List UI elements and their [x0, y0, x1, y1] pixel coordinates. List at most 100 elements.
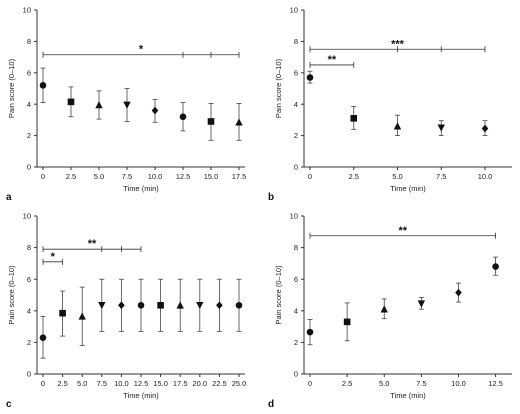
triangle-down-marker: [123, 101, 131, 109]
y-tick-label: 8: [294, 243, 298, 252]
significance-bracket: [42, 258, 63, 265]
y-tick-label: 4: [27, 306, 31, 315]
data-point: [39, 315, 47, 359]
triangle-up-marker: [380, 305, 388, 313]
x-tick-label: 10.0: [478, 172, 493, 181]
x-tick-label: 7.5: [416, 379, 426, 388]
data-point: [78, 286, 86, 346]
data-point: [216, 278, 223, 332]
data-point: [492, 256, 499, 276]
x-tick-label: 17.5: [232, 172, 247, 181]
data-point: [350, 106, 358, 130]
panel-c: 0 2 4 6 8 10 0 2.5 5.0 7.5 10.0 12.5 15.0 17.5 20.0 22.…: [6, 212, 246, 410]
y-axis-label: Pain score (0–10): [274, 265, 283, 325]
data-point: [235, 103, 243, 141]
square-marker: [59, 309, 66, 317]
panel-letter: a: [6, 192, 12, 203]
y-tick-label: 2: [294, 338, 298, 347]
data-point: [95, 90, 103, 120]
y-tick-label: 6: [27, 275, 31, 284]
diamond-marker: [481, 124, 489, 133]
significance-label: **: [328, 54, 337, 66]
data-point: [417, 296, 426, 310]
square-marker: [343, 318, 351, 326]
significance-bracket: [42, 246, 142, 253]
y-tick-label: 0: [27, 370, 31, 379]
y-tick-label: 6: [294, 68, 298, 77]
data-point: [481, 120, 489, 137]
y-tick-label: 0: [294, 163, 298, 172]
x-axis-label: Time (min): [390, 391, 426, 400]
circle-marker: [492, 263, 499, 270]
data-point: [157, 278, 164, 332]
circle-marker: [179, 113, 187, 121]
y-tick-label: 4: [294, 100, 298, 109]
x-tick-label: 5.0: [392, 172, 402, 181]
y-axis-label: Pain score (0–10): [7, 58, 16, 118]
data-point: [67, 86, 75, 118]
y-tick-label: 0: [294, 370, 298, 379]
data-point: [59, 290, 66, 337]
triangle-down-marker: [417, 300, 426, 308]
y-tick-label: 10: [290, 6, 298, 15]
x-tick-label: 5.0: [94, 172, 104, 181]
circle-marker: [39, 82, 47, 89]
triangle-up-marker: [176, 301, 184, 309]
panel-b: 0 2 4 6 8 10 0 2.5 5.0 7.5 10.0 Time (min) Pain scor…: [268, 6, 512, 203]
data-point: [137, 278, 145, 332]
data-point: [306, 319, 314, 346]
x-axis-label: Time (min): [390, 184, 426, 193]
circle-marker: [306, 328, 314, 336]
significance-bracket: [309, 46, 486, 53]
x-tick-label: 0: [308, 172, 312, 181]
x-tick-label: 7.5: [97, 379, 107, 388]
square-marker: [207, 118, 215, 125]
square-marker: [67, 98, 75, 106]
y-axis-label: Pain score (0–10): [7, 265, 16, 325]
axes-frame: [303, 10, 512, 168]
y-tick-label: 4: [27, 100, 31, 109]
circle-marker: [306, 74, 314, 81]
x-tick-label: 7.5: [122, 172, 132, 181]
triangle-up-marker: [235, 118, 243, 126]
diamond-marker: [151, 106, 159, 115]
x-tick-label: 10.0: [114, 379, 129, 388]
x-axis-label: Time (min): [123, 391, 159, 400]
x-tick-label: 5.0: [77, 379, 87, 388]
data-point: [393, 114, 402, 137]
data-point: [455, 282, 462, 303]
x-tick-label: 12.5: [488, 379, 503, 388]
square-marker: [157, 301, 164, 309]
axes-frame: [303, 216, 512, 375]
y-tick-label: 6: [294, 275, 298, 284]
x-tick-label: 2.5: [349, 172, 359, 181]
data-point: [176, 278, 184, 332]
triangle-up-marker: [95, 101, 103, 109]
significance-bracket: [42, 51, 240, 58]
y-tick-label: 4: [294, 306, 298, 315]
x-tick-label: 20.0: [192, 379, 207, 388]
y-tick-label: 2: [294, 131, 298, 140]
data-point: [196, 278, 204, 332]
data-point: [235, 278, 243, 332]
circle-marker: [235, 301, 243, 309]
significance-bracket: [309, 61, 355, 68]
triangle-down-marker: [437, 124, 445, 132]
y-tick-label: 2: [27, 338, 31, 347]
y-axis-label: Pain score (0–10): [274, 58, 283, 118]
x-tick-label: 10.0: [148, 172, 163, 181]
panel-letter: b: [268, 192, 274, 203]
x-tick-label: 12.5: [134, 379, 149, 388]
panel-letter: d: [268, 399, 274, 410]
x-tick-label: 0: [41, 379, 45, 388]
x-tick-label: 15.0: [153, 379, 168, 388]
y-tick-label: 10: [23, 6, 31, 15]
x-tick-label: 25.0: [232, 379, 247, 388]
panel-d: 0 2 4 6 8 10 0 2.5 5.0 7.5 10.0 12.5 Time (min) Pain …: [268, 212, 512, 410]
circle-marker: [39, 334, 47, 341]
panel-letter: c: [6, 399, 12, 410]
triangle-down-marker: [196, 301, 204, 310]
data-point: [179, 102, 187, 132]
y-tick-label: 8: [294, 37, 298, 46]
